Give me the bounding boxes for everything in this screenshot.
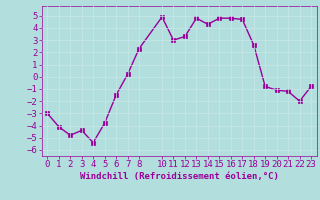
X-axis label: Windchill (Refroidissement éolien,°C): Windchill (Refroidissement éolien,°C): [80, 172, 279, 181]
